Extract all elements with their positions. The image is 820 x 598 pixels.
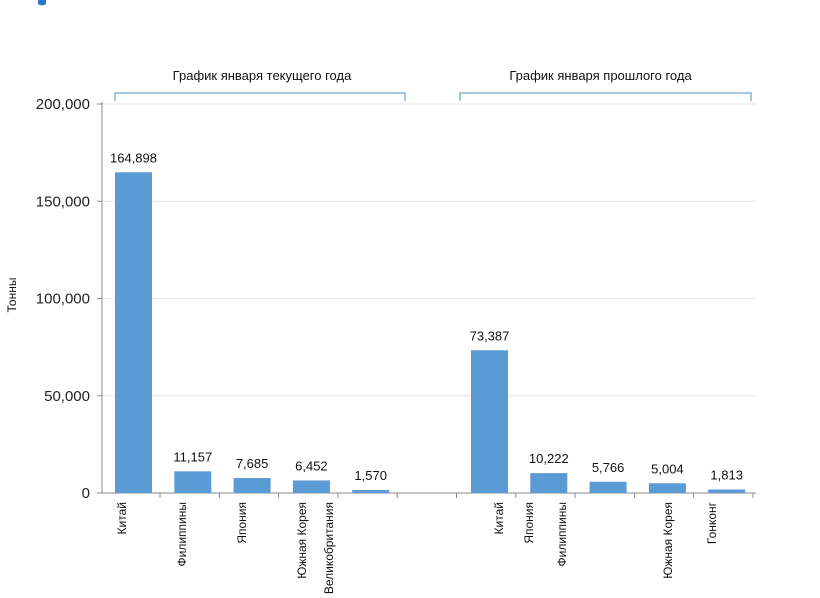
category-label: Южная Корея [661,502,675,579]
category-label: Южная Корея [295,502,309,579]
gridlines [102,103,756,397]
data-label: 5,004 [651,461,684,476]
category-label: Филиппины [555,502,569,566]
y-tick-label: 0 [82,485,90,502]
data-label: 7,685 [236,456,269,471]
y-axis-ticks: 0 50,000 100,000 150,000 200,000 [36,96,102,502]
group-label: График января прошлого года [509,68,692,83]
category-label: Гонконг [705,501,719,544]
axes [101,102,756,498]
category-label: Китай [115,502,129,534]
group-brackets: График января текущего года График января… [114,68,752,101]
data-label: 73,387 [470,328,510,343]
category-label: Китай [492,502,506,534]
bar [352,489,390,493]
group-label: График января текущего года [173,68,352,83]
data-label: 1,570 [354,468,387,483]
y-tick-label: 200,000 [36,96,90,113]
bar [530,473,568,493]
data-label: 10,222 [529,451,569,466]
bars [115,172,746,494]
bar [115,172,152,494]
data-label: 1,813 [710,467,743,482]
category-label: Великобритания [322,502,336,594]
bar [233,478,271,493]
data-label: 6,452 [295,458,328,473]
data-label: 5,766 [592,460,625,475]
category-label: Япония [235,502,249,544]
category-label: Япония [522,502,536,544]
y-tick-label: 100,000 [36,291,90,308]
y-tick-label: 50,000 [44,388,90,405]
group-bracket [459,92,752,101]
bar [174,471,212,493]
data-label: 164,898 [110,150,157,165]
category-label: Филиппины [175,502,189,566]
bar [292,480,330,493]
group-bracket [114,92,406,101]
bar [648,483,686,493]
data-labels: 164,898 11,157 7,685 6,452 1,570 73,387 10,222… [110,150,743,483]
bar [471,350,508,493]
bar [589,481,627,493]
y-tick-label: 150,000 [36,193,90,210]
bar [708,489,746,493]
corner-decoration [38,0,46,6]
category-labels: Китай Филиппины Япония Южная Корея Великобри… [115,501,719,594]
y-axis-title: Тонны [5,278,19,313]
data-label: 11,157 [173,449,212,464]
